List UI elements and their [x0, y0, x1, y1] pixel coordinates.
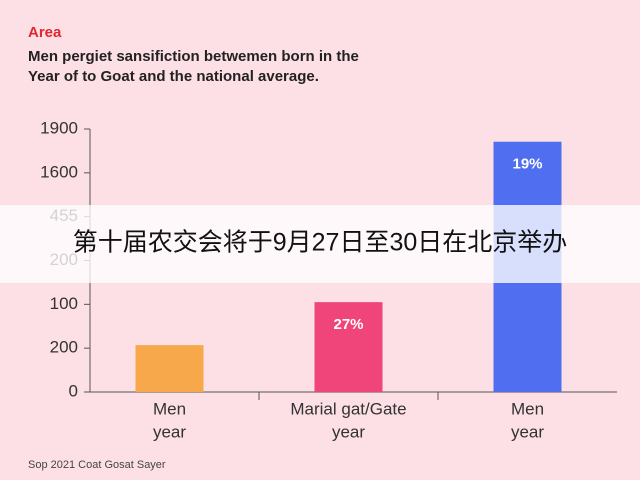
x-tick-label: Men — [511, 399, 544, 418]
y-tick-label: 100 — [50, 294, 78, 313]
x-tick-label: Marial gat/Gate — [290, 399, 406, 418]
overlay-text: 第十届农交会将于9月27日至30日在北京举办 — [73, 229, 568, 257]
bar-annotation: 19% — [512, 156, 542, 173]
y-tick-label: 1600 — [40, 162, 78, 181]
y-tick-label: 200 — [50, 338, 78, 357]
kicker: Area — [28, 24, 62, 41]
x-tick-label: year — [153, 422, 186, 441]
y-tick-label: 1900 — [40, 118, 78, 137]
overlay-band — [0, 205, 640, 283]
bar-annotation: 27% — [333, 316, 363, 333]
x-tick-label: year — [332, 422, 365, 441]
x-tick-label: Men — [153, 399, 186, 418]
chart-title: Men pergiet sansifiction betwemen born i… — [28, 48, 359, 65]
y-tick-label: 0 — [69, 381, 78, 400]
bar — [135, 345, 204, 392]
bar — [314, 302, 383, 392]
x-tick-label: year — [511, 422, 544, 441]
source: Sop 2021 Coat Gosat Sayer — [28, 459, 166, 471]
chart-title: Year of to Goat and the national average… — [28, 68, 319, 85]
